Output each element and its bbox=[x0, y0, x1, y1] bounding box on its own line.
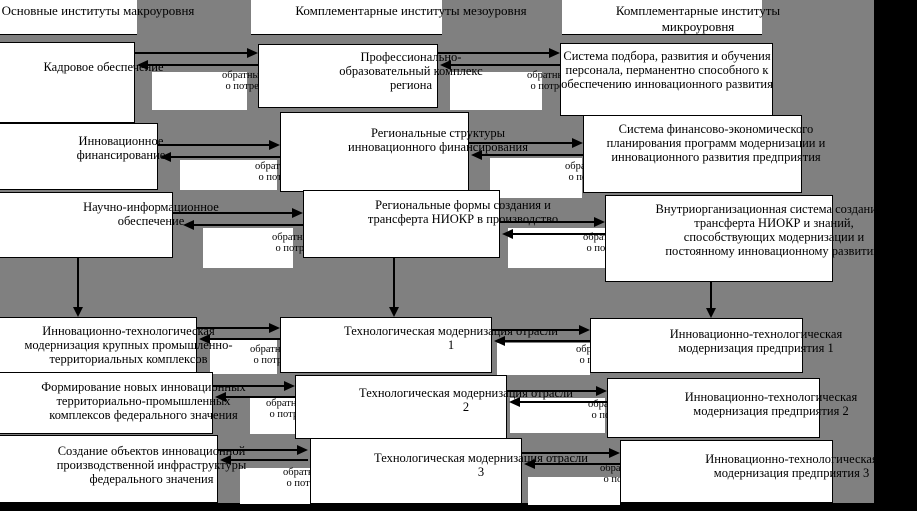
right-frame-strip bbox=[874, 0, 917, 511]
header-meso-level: Комплементарные институты мезоуровня bbox=[295, 3, 527, 18]
box-enterprise-modernization-3-label: Инновационно-технологическая модернизаци… bbox=[705, 452, 878, 480]
feedback-arrow-10 bbox=[509, 397, 607, 407]
box-micro-financial-planning: Система финансово-экономического планиро… bbox=[583, 115, 825, 193]
feedback-arrow-7 bbox=[199, 334, 280, 344]
header-micro-fill bbox=[562, 0, 762, 35]
box-enterprise-modernization-1-label: Инновационно-технологическая модернизаци… bbox=[669, 327, 843, 355]
feedback-arrow-3 bbox=[160, 152, 280, 162]
box-macro-sci-information: Научно-информационное обеспечение bbox=[0, 192, 219, 258]
feedback-patch-1 bbox=[152, 72, 247, 110]
box-micro-personnel-system: Система подбора, развития и обучения пер… bbox=[560, 43, 773, 116]
header-macro-level: Основные институты макроуровня bbox=[1, 3, 195, 18]
forward-arrow-2 bbox=[438, 48, 560, 58]
box-macro-sci-information-label: Научно-информационное обеспечение bbox=[83, 200, 219, 228]
box-modernization-complexes-label: Инновационно-технологическая модернизаци… bbox=[24, 324, 233, 366]
forward-arrow-3 bbox=[158, 140, 280, 150]
box-enterprise-modernization-2-label: Инновационно-технологическая модернизаци… bbox=[684, 390, 858, 418]
box-industry-modernization-1: Технологическая модернизация отрасли 1 bbox=[280, 317, 558, 373]
forward-arrow-12 bbox=[522, 448, 620, 458]
feedback-arrow-5 bbox=[183, 220, 303, 230]
box-innovation-infrastructure-label: Создание объектов инновационной производ… bbox=[56, 444, 247, 486]
feedback-patch-10 bbox=[510, 398, 605, 433]
box-enterprise-modernization-2: Инновационно-технологическая модернизаци… bbox=[607, 378, 857, 438]
feedback-arrow-4 bbox=[471, 150, 583, 160]
feedback-patch-2 bbox=[450, 72, 542, 110]
box-micro-internal-niokr-label: Внутриорганизационная система создания и… bbox=[655, 202, 893, 258]
header-meso-fill bbox=[251, 0, 442, 35]
feedback-patch-3 bbox=[180, 160, 277, 190]
header-micro-level: Комплементарные институты микроуровня bbox=[615, 3, 781, 34]
box-meso-regional-financing-label: Региональные структуры инновационного фи… bbox=[348, 126, 528, 154]
feedback-arrow-11 bbox=[220, 455, 308, 465]
header-macro-fill bbox=[0, 0, 137, 35]
forward-arrow-8 bbox=[492, 325, 590, 335]
forward-arrow-9 bbox=[213, 381, 295, 391]
feedback-patch-8 bbox=[497, 343, 590, 375]
box-modernization-complexes: Инновационно-технологическая модернизаци… bbox=[0, 317, 233, 373]
forward-arrow-11 bbox=[218, 445, 308, 455]
feedback-patch-12 bbox=[528, 477, 620, 505]
box-industry-modernization-3-label: Технологическая модернизация отрасли 3 bbox=[374, 451, 588, 479]
feedback-arrow-2 bbox=[440, 60, 560, 70]
box-industry-modernization-1-label: Технологическая модернизация отрасли 1 bbox=[344, 324, 558, 352]
box-meso-education-complex: Профессионально-образовательный комплекс… bbox=[258, 44, 483, 108]
box-enterprise-modernization-3: Инновационно-технологическая модернизаци… bbox=[620, 440, 878, 503]
box-new-federal-complexes-label: Формирование новых инновационных террито… bbox=[41, 380, 246, 422]
forward-arrow-5 bbox=[173, 208, 303, 218]
box-macro-staffing: Кадровое обеспечение bbox=[0, 42, 164, 123]
box-meso-niokr-transfer: Региональные формы создания и трансферта… bbox=[303, 190, 558, 258]
feedback-arrow-9 bbox=[215, 392, 295, 402]
box-meso-regional-financing: Региональные структуры инновационного фи… bbox=[280, 112, 528, 192]
down-arrow-micro bbox=[706, 282, 716, 318]
feedback-patch-5 bbox=[203, 228, 293, 268]
box-industry-modernization-3: Технологическая модернизация отрасли 3 bbox=[310, 438, 588, 504]
feedback-arrow-6 bbox=[502, 229, 605, 239]
forward-arrow-10 bbox=[507, 386, 607, 396]
box-macro-staffing-label: Кадровое обеспечение bbox=[43, 60, 164, 74]
feedback-arrow-1 bbox=[137, 60, 258, 70]
feedback-patch-4 bbox=[490, 158, 582, 198]
forward-arrow-1 bbox=[135, 48, 258, 58]
box-micro-financial-planning-label: Система финансово-экономического планиро… bbox=[606, 122, 826, 164]
forward-arrow-7 bbox=[197, 323, 280, 333]
box-industry-modernization-2-label: Технологическая модернизация отрасли 2 bbox=[359, 386, 573, 414]
down-arrow-macro bbox=[73, 258, 83, 317]
box-industry-modernization-2: Технологическая модернизация отрасли 2 bbox=[295, 375, 573, 439]
box-micro-personnel-system-label: Система подбора, развития и обучения пер… bbox=[561, 49, 773, 91]
box-enterprise-modernization-1: Инновационно-технологическая модернизаци… bbox=[590, 318, 842, 373]
down-arrow-meso bbox=[389, 258, 399, 317]
box-micro-internal-niokr: Внутриорганизационная система создания и… bbox=[605, 195, 892, 282]
box-macro-innovation-financing-label: Инновационное финансирование bbox=[76, 134, 166, 162]
box-macro-innovation-financing: Инновационное финансирование bbox=[0, 123, 165, 190]
forward-arrow-4 bbox=[469, 138, 583, 148]
forward-arrow-6 bbox=[500, 217, 605, 227]
bottom-frame-strip bbox=[0, 503, 917, 511]
box-new-federal-complexes: Формирование новых инновационных террито… bbox=[0, 372, 246, 434]
feedback-arrow-8 bbox=[494, 336, 590, 346]
feedback-arrow-12 bbox=[524, 459, 620, 469]
feedback-patch-7 bbox=[210, 338, 277, 374]
box-meso-education-complex-label: Профессионально-образовательный комплекс… bbox=[339, 50, 483, 92]
box-innovation-infrastructure: Создание объектов инновационной производ… bbox=[0, 435, 246, 503]
